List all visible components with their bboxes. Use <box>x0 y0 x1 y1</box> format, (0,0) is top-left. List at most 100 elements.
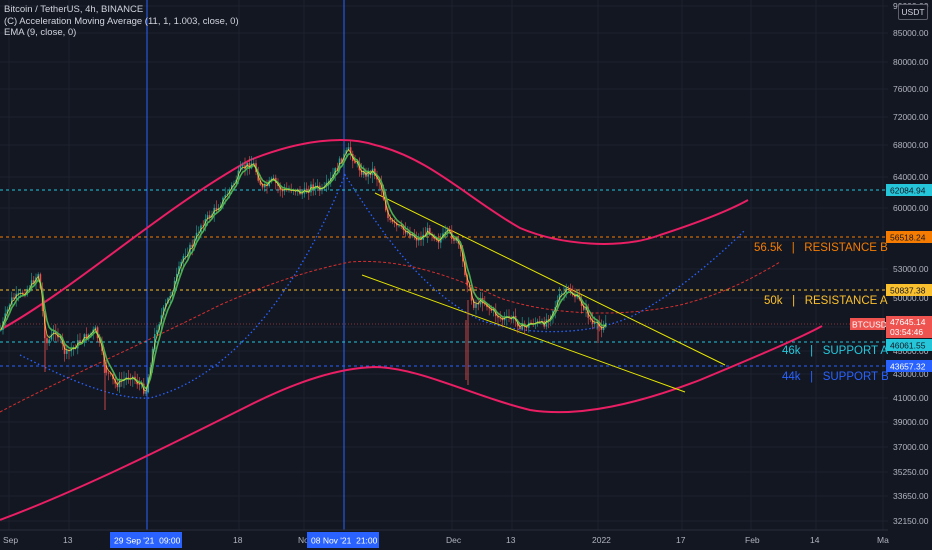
date-marker-label-nov08: 08 Nov '21 21:00 <box>307 532 379 548</box>
price-candles <box>0 141 607 410</box>
svg-text:46061.55: 46061.55 <box>890 341 926 351</box>
price-tick-label: 37000.00 <box>893 442 929 452</box>
candle-body <box>158 324 160 331</box>
candle-body <box>239 166 242 171</box>
time-tick-label: 17 <box>676 535 686 545</box>
candle-body <box>591 319 594 324</box>
candle-body <box>576 294 578 298</box>
candle-body <box>154 334 156 349</box>
price-label-62084: 62084.94 <box>886 184 932 196</box>
svg-text:47645.14: 47645.14 <box>890 317 926 327</box>
candle-body <box>336 168 339 170</box>
ema-line <box>0 153 607 390</box>
candle-body <box>283 189 286 192</box>
candle-body <box>145 392 147 394</box>
candle-body <box>301 193 303 195</box>
candle-body <box>116 383 119 388</box>
candle-body <box>209 215 211 218</box>
time-axis-bg <box>0 530 932 550</box>
candle-body <box>6 309 9 314</box>
candle-body <box>281 190 284 192</box>
candle-body <box>50 334 53 340</box>
candle-body <box>585 307 587 310</box>
candle-body <box>224 195 226 198</box>
trend-line-upper <box>374 192 726 366</box>
candle-body <box>0 329 2 331</box>
chart-grid <box>0 0 888 530</box>
time-tick-label: 14 <box>810 535 820 545</box>
candle-body <box>66 350 68 354</box>
price-tick-label: 33650.00 <box>893 491 929 501</box>
candle-body <box>88 334 90 339</box>
candle-body <box>558 294 561 301</box>
candle-body <box>272 177 275 179</box>
price-axis-bg <box>888 0 932 530</box>
time-axis[interactable]: Sep 13 18 No Dec 13 2022 17 Feb 14 Ma <box>3 535 889 545</box>
currency-unit-button[interactable]: USDT <box>898 4 928 20</box>
price-tick-label: 43000.00 <box>893 369 929 379</box>
time-tick-label: Ma <box>877 535 889 545</box>
candle-body <box>259 180 262 185</box>
candle-body <box>184 256 187 257</box>
chart-legend: Bitcoin / TetherUS, 4h, BINANCE (C) Acce… <box>4 4 239 39</box>
price-tick-label: 80000.00 <box>893 57 929 67</box>
candle-body <box>261 184 264 188</box>
time-tick-label: Feb <box>745 535 760 545</box>
candle-body <box>398 225 400 227</box>
candle-body <box>503 317 506 321</box>
candle-body <box>391 220 394 223</box>
candle-body <box>312 184 314 189</box>
candle-body <box>440 238 442 243</box>
candle-body <box>356 162 358 164</box>
candle-body <box>85 334 88 339</box>
candle-body <box>367 170 369 177</box>
candle-body <box>429 227 431 235</box>
legend-indicator-ema[interactable]: EMA (9, close, 0) <box>4 27 77 38</box>
candle-body <box>13 297 15 299</box>
price-tick-label: 35250.00 <box>893 467 929 477</box>
candle-body <box>17 293 20 294</box>
candle-body <box>363 171 365 175</box>
candle-body <box>448 229 451 230</box>
candle-body <box>455 238 457 241</box>
time-tick-label: Sep <box>3 535 18 545</box>
time-tick-label: Dec <box>446 535 462 545</box>
svg-text:62084.94: 62084.94 <box>890 186 926 196</box>
candle-body <box>110 373 112 375</box>
candle-body <box>215 207 218 211</box>
candle-body <box>226 194 229 196</box>
candle-body <box>602 327 605 330</box>
legend-indicator-ama[interactable]: (C) Acceleration Moving Average (11, 1, … <box>4 15 239 27</box>
candle-body <box>530 322 532 324</box>
candle-body <box>569 288 572 294</box>
candle-body <box>79 340 81 343</box>
time-tick-label: 2022 <box>592 535 611 545</box>
ama-line <box>0 148 607 392</box>
candle-body <box>206 215 209 220</box>
price-tick-label: 68000.00 <box>893 140 929 150</box>
candle-body <box>497 316 499 318</box>
price-tick-label: 64000.00 <box>893 172 929 182</box>
candle-body <box>39 274 42 289</box>
candle-body <box>347 147 350 151</box>
price-tick-label: 41000.00 <box>893 393 929 403</box>
candle-body <box>354 161 356 163</box>
candle-body <box>393 222 396 223</box>
candle-body <box>389 218 391 221</box>
annotation-support-a: 46k | SUPPORT A <box>782 345 888 357</box>
candle-body <box>473 300 475 308</box>
candle-body <box>561 293 563 295</box>
candle-body <box>26 288 28 295</box>
candle-body <box>248 163 251 169</box>
candle-body <box>162 307 165 316</box>
candle-body <box>178 266 180 274</box>
date-marker-label-sep29: 29 Sep '21 09:00 <box>110 532 182 548</box>
candle-body <box>341 158 343 163</box>
candle-body <box>453 239 455 241</box>
candle-body <box>270 178 273 181</box>
svg-text:03:54:46: 03:54:46 <box>890 327 923 337</box>
svg-text:BTCUSDT: BTCUSDT <box>852 320 892 330</box>
candle-body <box>418 238 420 241</box>
legend-symbol[interactable]: Bitcoin / TetherUS, 4h, BINANCE <box>4 4 144 15</box>
